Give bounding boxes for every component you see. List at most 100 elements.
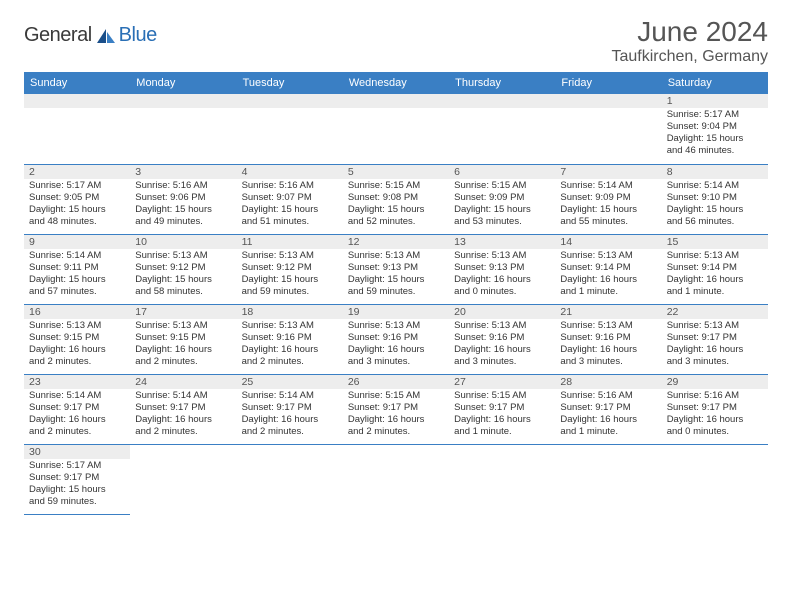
calendar-cell: 19Sunrise: 5:13 AMSunset: 9:16 PMDayligh…: [343, 304, 449, 374]
sunset-text: Sunset: 9:14 PM: [560, 262, 656, 274]
daylight-text: Daylight: 16 hours: [242, 414, 338, 426]
daylight-text: Daylight: 15 hours: [560, 204, 656, 216]
calendar-cell: 5Sunrise: 5:15 AMSunset: 9:08 PMDaylight…: [343, 164, 449, 234]
day-number: 6: [449, 165, 555, 179]
day-number: 2: [24, 165, 130, 179]
daylight-text: and 1 minute.: [667, 286, 763, 298]
daylight-text: Daylight: 16 hours: [560, 274, 656, 286]
sunset-text: Sunset: 9:06 PM: [135, 192, 231, 204]
sunset-text: Sunset: 9:17 PM: [454, 402, 550, 414]
day-details: Sunrise: 5:13 AMSunset: 9:17 PMDaylight:…: [662, 319, 768, 371]
day-number: 11: [237, 235, 343, 249]
sunset-text: Sunset: 9:17 PM: [560, 402, 656, 414]
day-details: Sunrise: 5:13 AMSunset: 9:14 PMDaylight:…: [555, 249, 661, 301]
calendar-cell: 14Sunrise: 5:13 AMSunset: 9:14 PMDayligh…: [555, 234, 661, 304]
weekday-header: Friday: [555, 72, 661, 94]
daylight-text: Daylight: 15 hours: [242, 274, 338, 286]
day-details: Sunrise: 5:14 AMSunset: 9:17 PMDaylight:…: [130, 389, 236, 441]
daylight-text: Daylight: 16 hours: [454, 414, 550, 426]
daylight-text: Daylight: 16 hours: [667, 414, 763, 426]
sunrise-text: Sunrise: 5:13 AM: [135, 320, 231, 332]
calendar-cell: [343, 94, 449, 164]
calendar-cell: [130, 444, 236, 514]
daylight-text: and 49 minutes.: [135, 216, 231, 228]
calendar-cell: 8Sunrise: 5:14 AMSunset: 9:10 PMDaylight…: [662, 164, 768, 234]
day-details: Sunrise: 5:13 AMSunset: 9:12 PMDaylight:…: [130, 249, 236, 301]
location: Taufkirchen, Germany: [611, 48, 768, 66]
sunrise-text: Sunrise: 5:13 AM: [135, 250, 231, 262]
daylight-text: and 3 minutes.: [667, 356, 763, 368]
logo-text-general: General: [24, 24, 92, 47]
daylight-text: Daylight: 16 hours: [135, 344, 231, 356]
sunrise-text: Sunrise: 5:16 AM: [560, 390, 656, 402]
calendar-cell: [237, 444, 343, 514]
day-details: Sunrise: 5:17 AMSunset: 9:05 PMDaylight:…: [24, 179, 130, 231]
sunset-text: Sunset: 9:17 PM: [29, 402, 125, 414]
sunrise-text: Sunrise: 5:14 AM: [242, 390, 338, 402]
sunset-text: Sunset: 9:09 PM: [454, 192, 550, 204]
calendar-cell: [449, 94, 555, 164]
calendar-cell: 29Sunrise: 5:16 AMSunset: 9:17 PMDayligh…: [662, 374, 768, 444]
day-number: 5: [343, 165, 449, 179]
sunrise-text: Sunrise: 5:17 AM: [667, 109, 763, 121]
day-details: Sunrise: 5:16 AMSunset: 9:06 PMDaylight:…: [130, 179, 236, 231]
sunset-text: Sunset: 9:14 PM: [667, 262, 763, 274]
daylight-text: and 57 minutes.: [29, 286, 125, 298]
sunset-text: Sunset: 9:12 PM: [242, 262, 338, 274]
day-number-empty: [555, 94, 661, 108]
day-details: Sunrise: 5:15 AMSunset: 9:17 PMDaylight:…: [343, 389, 449, 441]
sunrise-text: Sunrise: 5:13 AM: [242, 250, 338, 262]
day-details: Sunrise: 5:13 AMSunset: 9:16 PMDaylight:…: [237, 319, 343, 371]
calendar-cell: 25Sunrise: 5:14 AMSunset: 9:17 PMDayligh…: [237, 374, 343, 444]
calendar-cell: 24Sunrise: 5:14 AMSunset: 9:17 PMDayligh…: [130, 374, 236, 444]
sunset-text: Sunset: 9:05 PM: [29, 192, 125, 204]
day-number: 21: [555, 305, 661, 319]
sunrise-text: Sunrise: 5:14 AM: [29, 390, 125, 402]
day-number: 24: [130, 375, 236, 389]
daylight-text: and 52 minutes.: [348, 216, 444, 228]
day-number-empty: [449, 94, 555, 108]
sunset-text: Sunset: 9:17 PM: [667, 332, 763, 344]
sunset-text: Sunset: 9:16 PM: [242, 332, 338, 344]
calendar-cell: 3Sunrise: 5:16 AMSunset: 9:06 PMDaylight…: [130, 164, 236, 234]
calendar-cell: [24, 94, 130, 164]
daylight-text: Daylight: 15 hours: [135, 274, 231, 286]
daylight-text: and 2 minutes.: [348, 426, 444, 438]
sunset-text: Sunset: 9:07 PM: [242, 192, 338, 204]
day-number: 22: [662, 305, 768, 319]
calendar-week-row: 1Sunrise: 5:17 AMSunset: 9:04 PMDaylight…: [24, 94, 768, 164]
sunrise-text: Sunrise: 5:17 AM: [29, 180, 125, 192]
day-details: Sunrise: 5:15 AMSunset: 9:08 PMDaylight:…: [343, 179, 449, 231]
day-number: 23: [24, 375, 130, 389]
sunset-text: Sunset: 9:12 PM: [135, 262, 231, 274]
sunrise-text: Sunrise: 5:14 AM: [667, 180, 763, 192]
day-details: Sunrise: 5:13 AMSunset: 9:12 PMDaylight:…: [237, 249, 343, 301]
day-details: Sunrise: 5:14 AMSunset: 9:17 PMDaylight:…: [237, 389, 343, 441]
calendar-week-row: 30Sunrise: 5:17 AMSunset: 9:17 PMDayligh…: [24, 444, 768, 514]
daylight-text: Daylight: 16 hours: [667, 274, 763, 286]
daylight-text: Daylight: 16 hours: [135, 414, 231, 426]
daylight-text: Daylight: 16 hours: [667, 344, 763, 356]
sunset-text: Sunset: 9:16 PM: [560, 332, 656, 344]
day-details: Sunrise: 5:13 AMSunset: 9:15 PMDaylight:…: [24, 319, 130, 371]
day-number: 7: [555, 165, 661, 179]
daylight-text: and 2 minutes.: [29, 356, 125, 368]
sunrise-text: Sunrise: 5:16 AM: [242, 180, 338, 192]
day-details: Sunrise: 5:13 AMSunset: 9:16 PMDaylight:…: [343, 319, 449, 371]
calendar-cell: 26Sunrise: 5:15 AMSunset: 9:17 PMDayligh…: [343, 374, 449, 444]
sunset-text: Sunset: 9:13 PM: [454, 262, 550, 274]
daylight-text: Daylight: 15 hours: [667, 133, 763, 145]
daylight-text: and 3 minutes.: [348, 356, 444, 368]
sunset-text: Sunset: 9:09 PM: [560, 192, 656, 204]
calendar-cell: [662, 444, 768, 514]
day-number: 18: [237, 305, 343, 319]
logo-sail-icon: [95, 27, 117, 45]
daylight-text: and 53 minutes.: [454, 216, 550, 228]
daylight-text: and 1 minute.: [560, 426, 656, 438]
calendar-cell: 22Sunrise: 5:13 AMSunset: 9:17 PMDayligh…: [662, 304, 768, 374]
sunrise-text: Sunrise: 5:17 AM: [29, 460, 125, 472]
day-number: 8: [662, 165, 768, 179]
calendar-cell: 2Sunrise: 5:17 AMSunset: 9:05 PMDaylight…: [24, 164, 130, 234]
daylight-text: and 56 minutes.: [667, 216, 763, 228]
logo: General Blue: [24, 24, 157, 47]
